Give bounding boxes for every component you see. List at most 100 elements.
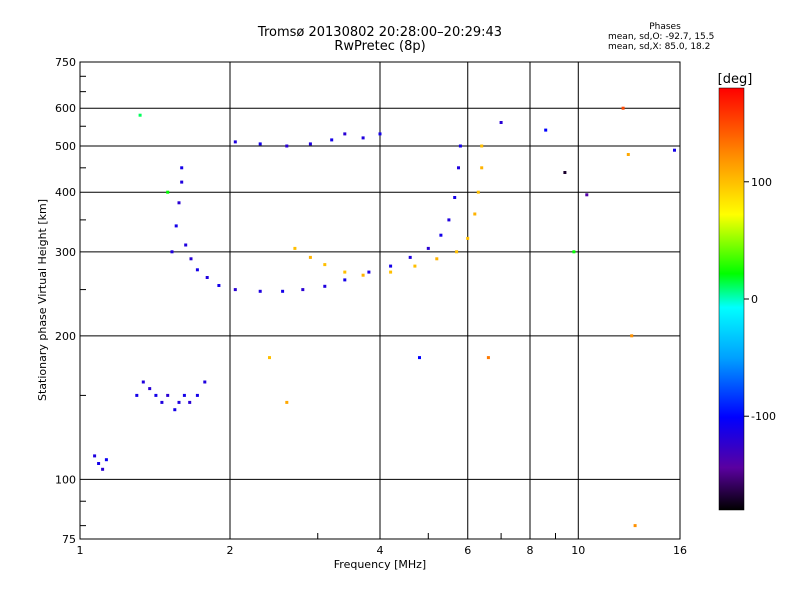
data-point — [173, 408, 177, 412]
data-point — [301, 288, 305, 292]
data-point — [633, 524, 637, 528]
data-point — [154, 393, 158, 397]
colorbar-tick-label: -100 — [751, 410, 776, 423]
y-axis-ticks: 75 100 200 300 400 500 600 750 — [55, 56, 86, 546]
data-point — [323, 284, 327, 288]
data-point — [480, 144, 484, 148]
x-tick-label: 2 — [227, 544, 234, 557]
data-point — [447, 218, 451, 222]
data-point — [170, 250, 174, 254]
data-point — [439, 233, 443, 237]
data-point — [148, 387, 152, 391]
y-tick-label: 75 — [62, 533, 76, 546]
data-point — [563, 171, 567, 174]
data-point — [499, 121, 503, 124]
data-point — [195, 268, 199, 272]
data-point — [268, 356, 271, 360]
data-point — [418, 356, 421, 360]
data-point — [323, 263, 327, 267]
data-point — [480, 166, 484, 170]
data-point — [258, 289, 262, 293]
data-point — [233, 288, 237, 292]
y-tick-label: 200 — [55, 330, 76, 343]
data-point — [205, 276, 209, 279]
y-tick-label: 100 — [55, 473, 76, 486]
chart-subtitle: RwPretec (8p) — [334, 39, 426, 54]
data-point — [195, 393, 199, 397]
data-point — [413, 264, 417, 268]
phases-summary: Phases mean, sd,O: -92.7, 15.5 mean, sd,… — [600, 22, 730, 52]
data-point — [233, 140, 237, 144]
data-point — [188, 400, 192, 404]
data-point — [476, 190, 480, 194]
data-point — [93, 454, 97, 458]
phases-title: Phases — [649, 22, 681, 32]
colorbar — [719, 88, 744, 510]
data-point — [426, 246, 430, 250]
colorbar-tick-label: 0 — [751, 293, 758, 306]
data-point — [184, 243, 188, 247]
data-point — [141, 380, 145, 384]
data-point — [473, 212, 477, 216]
data-point — [174, 224, 178, 228]
x-tick-label: 8 — [527, 544, 534, 557]
y-axis-label: Stationary phase Virtual Height [km] — [36, 199, 49, 401]
data-point — [673, 148, 676, 152]
chart-title-block: Tromsø 20130802 20:28:00–20:29:43 RwPret… — [0, 26, 760, 54]
x-tick-label: 4 — [377, 544, 384, 557]
data-point — [180, 180, 184, 184]
data-point — [389, 264, 393, 268]
plot-frame — [79, 61, 681, 540]
data-point — [343, 270, 347, 274]
data-point — [378, 132, 382, 136]
colorbar-unit-label: [deg] — [718, 72, 753, 87]
data-point — [389, 270, 393, 274]
y-tick-label: 750 — [55, 56, 76, 69]
data-point — [166, 190, 170, 194]
data-point — [281, 289, 285, 293]
data-point — [135, 393, 139, 397]
data-point — [180, 166, 184, 170]
data-point — [203, 380, 207, 384]
data-point — [293, 246, 297, 250]
colorbar-ticks: 100 0 -100 — [744, 176, 776, 423]
data-point — [435, 257, 439, 261]
data-point — [177, 400, 181, 404]
data-point — [455, 250, 459, 254]
data-point — [486, 356, 490, 360]
data-point — [466, 236, 470, 240]
data-point — [453, 196, 457, 199]
data-point — [630, 334, 634, 338]
x-axis-label: Frequency [MHz] — [334, 558, 426, 571]
data-point — [361, 136, 365, 140]
data-point — [285, 144, 289, 148]
data-point — [258, 142, 262, 146]
data-point — [361, 273, 365, 277]
data-point — [308, 142, 312, 146]
data-point — [160, 400, 164, 404]
phases-mean-o: mean, sd,O: -92.7, 15.5 — [608, 32, 715, 42]
data-point — [177, 201, 181, 205]
x-tick-label: 1 — [77, 544, 84, 557]
data-point — [572, 250, 576, 254]
data-point — [166, 393, 170, 397]
grid-lines — [80, 62, 680, 539]
phases-mean-x: mean, sd,X: 85.0, 18.2 — [608, 42, 711, 52]
data-point — [626, 153, 630, 156]
colorbar-tick-label: 100 — [751, 176, 772, 189]
data-point — [367, 270, 371, 274]
y-tick-label: 600 — [55, 102, 76, 115]
x-tick-label: 16 — [673, 544, 687, 557]
x-tick-label: 6 — [464, 544, 471, 557]
data-point — [138, 113, 142, 117]
x-axis-ticks: 1 2 4 6 8 10 16 — [77, 533, 687, 557]
data-point — [308, 255, 312, 259]
data-point — [217, 284, 221, 287]
y-tick-label: 300 — [55, 246, 76, 259]
data-point — [330, 138, 334, 142]
data-point — [458, 144, 462, 148]
data-point — [343, 132, 347, 136]
y-tick-label: 400 — [55, 186, 76, 199]
data-point — [408, 255, 412, 259]
